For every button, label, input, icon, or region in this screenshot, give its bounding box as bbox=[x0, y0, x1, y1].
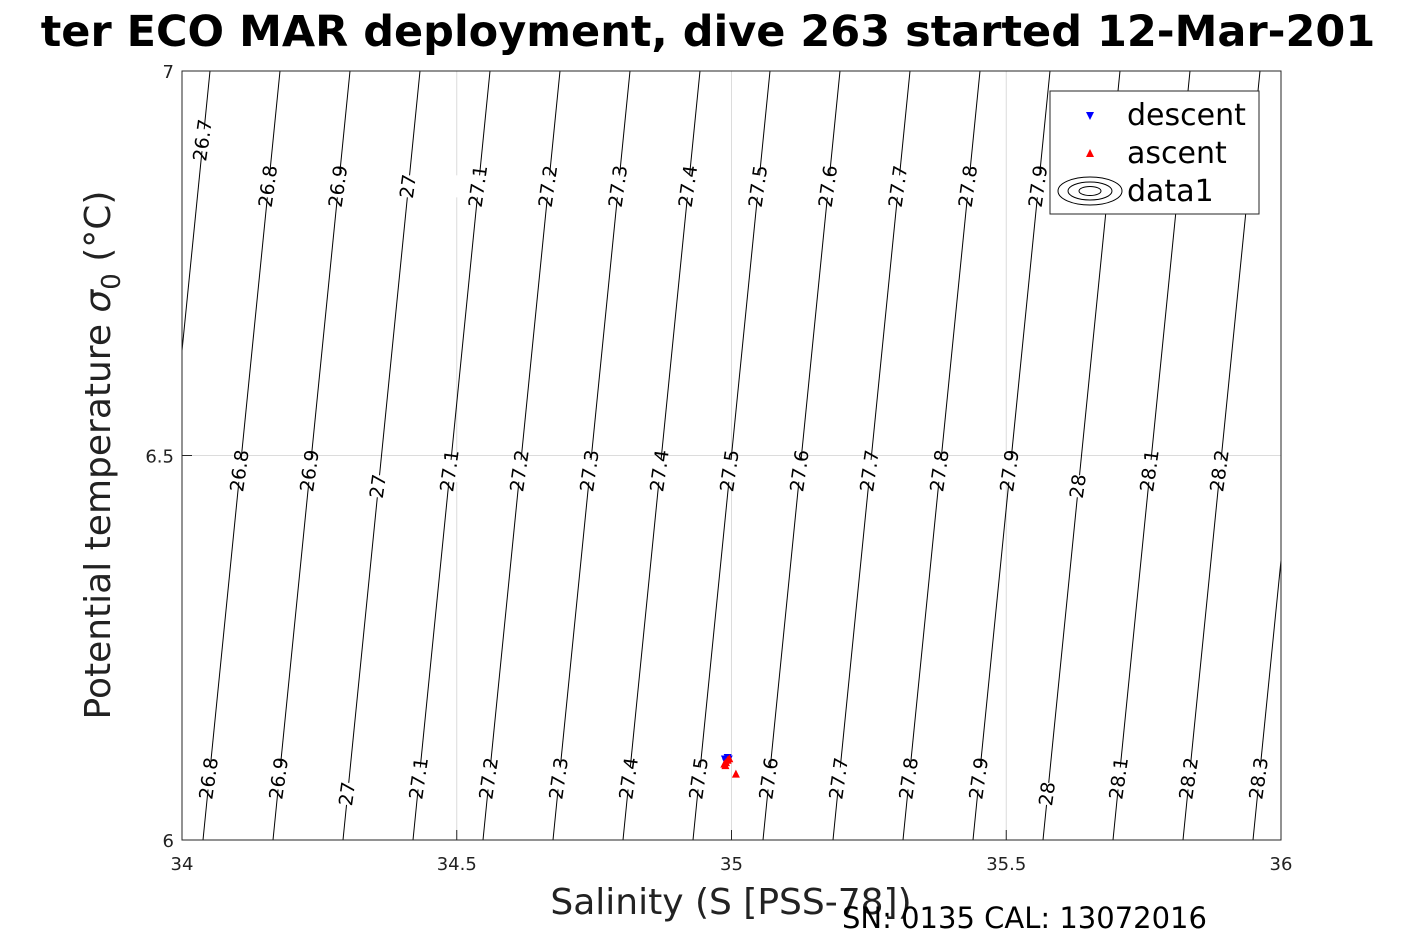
contour-label-bg bbox=[1195, 459, 1244, 482]
legend: descent ascent data1 bbox=[1049, 90, 1260, 215]
contour-label-bg bbox=[384, 175, 433, 198]
contour-line bbox=[692, 71, 771, 840]
y-axis-label-sigma: σ bbox=[78, 289, 119, 313]
contour-label-bg bbox=[664, 175, 713, 198]
legend-ascent-label: ascent bbox=[1127, 136, 1227, 171]
contour-line bbox=[622, 71, 701, 840]
contour-label-bg bbox=[705, 459, 754, 482]
contour-line bbox=[552, 71, 631, 840]
contour-label-bg bbox=[605, 767, 654, 790]
contour-label-bg bbox=[354, 475, 403, 498]
contour-label-bg bbox=[495, 459, 544, 482]
contour-line bbox=[1252, 555, 1281, 840]
legend-data1-label: data1 bbox=[1127, 174, 1214, 209]
contour-labels: 26.726.8 26.9 27 27.1 27.2 27.3 27.4 27.5 27.6 27… bbox=[182, 118, 1281, 807]
legend-box bbox=[1049, 90, 1260, 215]
contour-label-bg bbox=[255, 767, 304, 790]
x-tick-label: 35.5 bbox=[986, 854, 1026, 875]
contour-label-bg bbox=[745, 767, 794, 790]
contour-line bbox=[342, 71, 421, 840]
contour-label-bg bbox=[1165, 767, 1214, 790]
contour-label: 28 bbox=[1035, 780, 1060, 807]
ascent-point bbox=[721, 761, 730, 770]
legend-ascent-marker bbox=[1086, 149, 1094, 157]
contour-line bbox=[272, 71, 351, 840]
contour-line bbox=[202, 71, 281, 840]
x-tick-label: 35 bbox=[720, 854, 743, 875]
chart-title: ter ECO MAR deployment, dive 263 started… bbox=[41, 7, 1376, 57]
contour-label-bg bbox=[804, 175, 853, 198]
contour-label-bg bbox=[185, 767, 234, 790]
contour-label-bg bbox=[454, 175, 503, 198]
contour-label-bg bbox=[1125, 459, 1174, 482]
contour-label-bg bbox=[565, 459, 614, 482]
contour-label-bg bbox=[885, 767, 934, 790]
legend-descent-marker bbox=[1086, 112, 1094, 120]
x-tick-label: 36 bbox=[1270, 854, 1293, 875]
y-tick-label: 6 bbox=[163, 831, 174, 852]
contour-label-bg bbox=[635, 459, 684, 482]
contour-label-bg bbox=[955, 767, 1004, 790]
ascent-point bbox=[731, 769, 740, 778]
contour-label-bg bbox=[1054, 475, 1103, 498]
y-axis-label-unit: (°C) bbox=[78, 191, 119, 274]
contour-label-bg bbox=[675, 767, 724, 790]
contour-line bbox=[972, 71, 1051, 840]
data-points bbox=[720, 753, 740, 778]
contour-label-bg bbox=[395, 767, 444, 790]
y-axis-label-sub: 0 bbox=[97, 273, 127, 290]
contour-label-bg bbox=[323, 782, 372, 805]
contour-label-bg bbox=[815, 767, 864, 790]
y-tick-label: 6.5 bbox=[145, 447, 174, 468]
contour-label-bg bbox=[1095, 767, 1144, 790]
x-tick-label: 34 bbox=[171, 854, 194, 875]
axis-ticks: 34 34.5 35 35.5 36 6 6.5 7 bbox=[145, 62, 1292, 875]
contour-label-bg bbox=[594, 175, 643, 198]
contour-label-bg bbox=[775, 459, 824, 482]
contour-label-bg bbox=[985, 459, 1034, 482]
legend-descent-label: descent bbox=[1127, 98, 1246, 133]
contour-label-bg bbox=[314, 175, 363, 198]
x-axis-label: Salinity (S [PSS-78]) bbox=[550, 882, 911, 923]
contour-line bbox=[902, 71, 981, 840]
contour-label-bg bbox=[874, 175, 923, 198]
contour-label-bg bbox=[1023, 782, 1072, 805]
contour-label: 27 bbox=[396, 173, 421, 200]
legend-contour-icon bbox=[1057, 176, 1123, 206]
contour-label: 27 bbox=[366, 473, 391, 500]
contour-label-bg bbox=[524, 175, 573, 198]
y-axis-label-main: Potential temperature bbox=[78, 313, 119, 720]
contour-line bbox=[762, 71, 841, 840]
contour-label-bg bbox=[535, 767, 584, 790]
y-tick-label: 7 bbox=[163, 62, 174, 83]
contour-label-bg bbox=[465, 767, 514, 790]
contour-label-bg bbox=[734, 175, 783, 198]
serial-calibration-label: SN: 0135 CAL: 13072016 bbox=[842, 901, 1207, 935]
contour-line bbox=[182, 71, 211, 356]
contour-label: 28 bbox=[1066, 473, 1091, 500]
contour-label: 27 bbox=[335, 780, 360, 807]
contour-line bbox=[412, 71, 491, 840]
y-axis-label: Potential temperature σ0 (°C) bbox=[78, 191, 127, 720]
contour-line bbox=[482, 71, 561, 840]
contour-label-bg bbox=[285, 459, 334, 482]
density-contours bbox=[182, 71, 1281, 840]
contour-label-bg bbox=[915, 459, 964, 482]
ascent-point bbox=[725, 754, 734, 763]
contour-label-bg bbox=[215, 459, 264, 482]
contour-label-bg bbox=[244, 175, 293, 198]
contour-line bbox=[832, 71, 911, 840]
contour-label-bg bbox=[845, 459, 894, 482]
contour-label-bg bbox=[182, 129, 228, 152]
contour-label-bg bbox=[1235, 767, 1281, 790]
contour-label-bg bbox=[944, 175, 993, 198]
contour-label-bg bbox=[425, 459, 474, 482]
x-tick-label: 34.5 bbox=[437, 854, 477, 875]
